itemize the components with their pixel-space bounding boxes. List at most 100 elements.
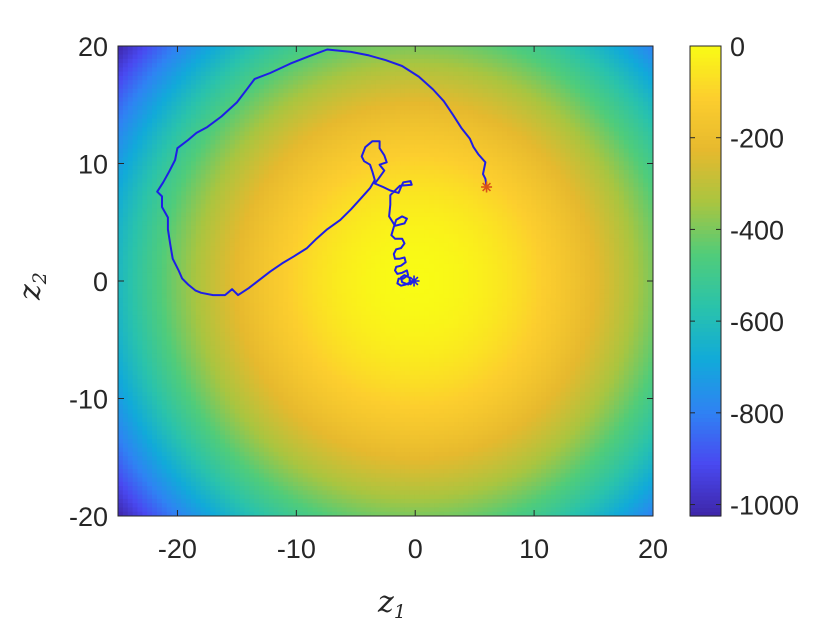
heatmap-cell xyxy=(307,67,314,73)
heatmap-cell xyxy=(302,392,309,397)
heatmap-cell xyxy=(225,58,231,64)
heatmap-cell xyxy=(176,323,182,329)
heatmap-cell xyxy=(200,494,207,500)
heatmap-cell xyxy=(259,140,265,145)
heatmap-cell xyxy=(161,426,168,432)
heatmap-cell xyxy=(332,114,338,120)
heatmap-cell xyxy=(327,456,333,462)
heatmap-cell xyxy=(297,221,304,227)
heatmap-cell xyxy=(229,75,236,81)
heatmap-cell xyxy=(332,276,338,282)
heatmap-cell xyxy=(200,229,207,235)
heatmap-cell xyxy=(317,251,323,256)
heatmap-cell xyxy=(293,84,299,90)
heatmap-cell xyxy=(200,323,207,329)
heatmap-cell xyxy=(327,118,333,124)
heatmap-cell xyxy=(297,511,304,516)
heatmap-cell xyxy=(205,80,212,86)
heatmap-cell xyxy=(239,97,246,103)
heatmap-cell xyxy=(297,464,304,470)
heatmap-cell xyxy=(229,204,236,209)
heatmap-cell xyxy=(147,187,153,192)
heatmap-cell xyxy=(176,289,182,295)
heatmap-cell xyxy=(244,404,250,410)
heatmap-cell xyxy=(234,259,241,265)
heatmap-cell xyxy=(317,88,323,94)
heatmap-cell xyxy=(254,195,260,201)
heatmap-cell xyxy=(176,216,182,222)
heatmap-cell xyxy=(161,165,168,171)
heatmap-cell xyxy=(288,122,294,128)
heatmap-cell xyxy=(142,400,148,406)
heatmap-cell xyxy=(297,340,304,346)
heatmap-cell xyxy=(283,157,289,162)
heatmap-cell xyxy=(273,169,280,175)
heatmap-cell xyxy=(288,169,294,175)
heatmap-cell xyxy=(152,195,158,201)
heatmap-cell xyxy=(239,456,246,462)
heatmap-cell xyxy=(156,80,163,86)
heatmap-cell xyxy=(152,110,158,115)
heatmap-cell xyxy=(259,199,265,205)
heatmap-cell xyxy=(268,97,275,103)
heatmap-cell xyxy=(254,191,260,197)
heatmap-cell xyxy=(166,114,173,120)
heatmap-cell xyxy=(229,417,236,423)
heatmap-cell xyxy=(176,328,182,333)
heatmap-cell xyxy=(122,246,129,252)
heatmap-cell xyxy=(161,174,168,180)
heatmap-cell xyxy=(176,285,182,291)
heatmap-cell xyxy=(118,225,124,231)
heatmap-cell xyxy=(161,404,168,410)
heatmap-cell xyxy=(220,456,226,462)
heatmap-cell xyxy=(176,375,182,380)
heatmap-cell xyxy=(142,161,148,167)
heatmap-cell xyxy=(322,46,328,51)
heatmap-cell xyxy=(302,417,309,423)
heatmap-cell xyxy=(332,362,338,368)
heatmap-cell xyxy=(288,473,294,479)
heatmap-cell xyxy=(312,75,319,81)
heatmap-cell xyxy=(186,255,192,261)
heatmap-cell xyxy=(278,340,284,346)
heatmap-cell xyxy=(205,430,212,436)
heatmap-cell xyxy=(156,490,163,496)
heatmap-cell xyxy=(195,345,202,350)
heatmap-cell xyxy=(234,54,241,60)
heatmap-cell xyxy=(118,379,124,385)
heatmap-cell xyxy=(142,199,148,205)
heatmap-cell xyxy=(259,498,265,504)
heatmap-cell xyxy=(132,447,139,453)
heatmap-cell xyxy=(234,71,241,77)
heatmap-cell xyxy=(122,400,129,406)
heatmap-cell xyxy=(147,221,153,227)
heatmap-cell xyxy=(127,88,134,94)
heatmap-cell xyxy=(132,105,139,111)
heatmap-cell xyxy=(181,272,187,278)
heatmap-cell xyxy=(307,169,314,175)
heatmap-cell xyxy=(297,430,304,436)
heatmap-cell xyxy=(244,174,250,180)
heatmap-cell xyxy=(225,127,231,133)
heatmap-cell xyxy=(161,93,168,98)
heatmap-cell xyxy=(137,114,143,120)
heatmap-cell xyxy=(317,494,323,500)
heatmap-cell xyxy=(244,460,250,466)
heatmap-cell xyxy=(215,93,221,98)
heatmap-cell xyxy=(186,447,192,453)
heatmap-cell xyxy=(322,255,328,261)
heatmap-cell xyxy=(327,199,333,205)
heatmap-cell xyxy=(137,298,143,303)
heatmap-cell xyxy=(127,135,134,141)
heatmap-cell xyxy=(293,469,299,474)
heatmap-cell xyxy=(278,127,284,133)
heatmap-cell xyxy=(176,118,182,124)
heatmap-cell xyxy=(190,225,197,231)
heatmap-cell xyxy=(259,383,265,389)
heatmap-cell xyxy=(317,306,323,312)
heatmap-cell xyxy=(132,289,139,295)
heatmap-cell xyxy=(200,332,207,338)
heatmap-cell xyxy=(327,80,333,86)
heatmap-cell xyxy=(297,174,304,180)
heatmap-cell xyxy=(118,404,124,410)
